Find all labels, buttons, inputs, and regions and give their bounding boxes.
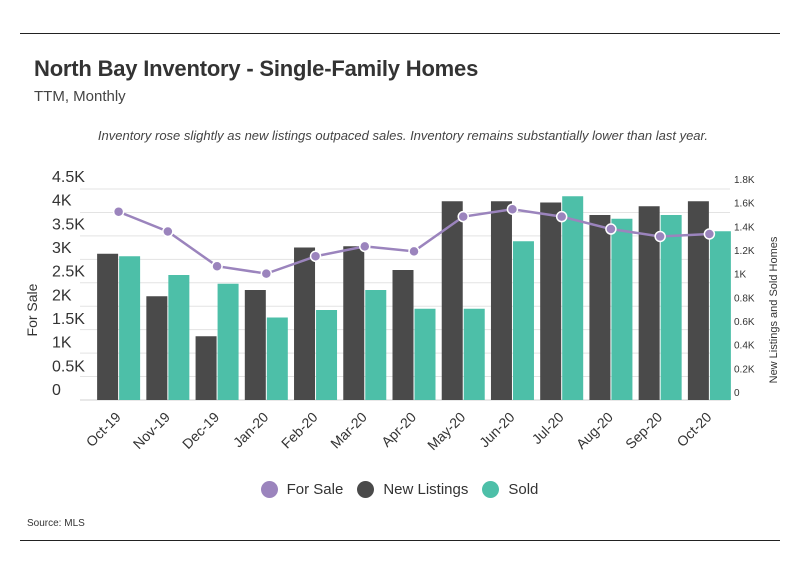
- legend-swatch-sold: [482, 481, 500, 498]
- for-sale-point: [260, 267, 273, 280]
- x-tick-label: Feb-20: [278, 409, 321, 452]
- bar-new-listings: [343, 246, 365, 400]
- left-tick-label: 0: [52, 382, 61, 399]
- bar-new-listings: [244, 290, 266, 400]
- bars: [97, 196, 731, 400]
- legend-item-sold[interactable]: Sold: [482, 481, 538, 498]
- legend-item-new-listings[interactable]: New Listings: [357, 481, 468, 498]
- x-tick-label: May-20: [424, 409, 468, 453]
- right-tick-label: 0: [734, 388, 740, 399]
- for-sale-point: [309, 250, 322, 263]
- source-note: Source: MLS: [27, 518, 85, 529]
- for-sale-point: [112, 205, 125, 218]
- bar-sold: [365, 290, 387, 400]
- bar-new-listings: [589, 215, 611, 400]
- x-tick-label: Jun-20: [476, 409, 518, 451]
- for-sale-point: [359, 240, 371, 253]
- left-axis-title: For Sale: [24, 283, 40, 336]
- bar-new-listings: [540, 202, 562, 400]
- for-sale-point: [162, 225, 174, 238]
- x-tick-label: Oct-19: [83, 409, 124, 450]
- left-tick-label: 2.5K: [52, 264, 85, 281]
- left-tick-label: 3K: [52, 240, 72, 257]
- x-tick-label: Dec-19: [179, 409, 222, 452]
- x-tick-label: Apr-20: [378, 409, 419, 450]
- right-tick-label: 0.6K: [734, 317, 755, 328]
- bar-sold: [463, 308, 485, 400]
- right-tick-label: 1.2K: [734, 246, 755, 257]
- bottom-rule: [20, 540, 780, 541]
- for-sale-point: [555, 210, 568, 223]
- bar-new-listings: [638, 206, 660, 400]
- x-tick-label: Aug-20: [573, 409, 616, 452]
- chart-annotation: Inventory rose slightly as new listings …: [0, 128, 799, 143]
- legend-swatch-new-listings: [357, 481, 375, 498]
- bar-sold: [414, 308, 436, 400]
- bar-sold: [266, 317, 288, 400]
- x-tick-label: Nov-19: [130, 409, 173, 452]
- x-tick-label: Mar-20: [327, 409, 370, 452]
- right-tick-label: 1.8K: [734, 175, 755, 186]
- chart-title: North Bay Inventory - Single-Family Home…: [34, 56, 479, 81]
- bar-new-listings: [294, 247, 316, 400]
- legend-label-sold: Sold: [508, 481, 539, 498]
- chart-subtitle: TTM, Monthly: [34, 88, 126, 105]
- x-tick-label: Jan-20: [230, 409, 272, 451]
- left-tick-label: 3.5K: [52, 216, 85, 233]
- bar-new-listings: [195, 336, 217, 400]
- left-tick-label: 2K: [52, 287, 72, 304]
- bar-sold: [168, 275, 190, 400]
- bar-sold: [316, 310, 338, 400]
- right-tick-label: 0.4K: [734, 341, 755, 352]
- x-tick-label: Jul-20: [529, 409, 567, 447]
- legend-item-for-sale[interactable]: For Sale: [260, 481, 344, 498]
- bar-new-listings: [146, 296, 168, 400]
- bar-sold: [709, 231, 731, 400]
- bar-sold: [217, 283, 239, 400]
- x-tick-label: Oct-20: [673, 409, 714, 450]
- bar-sold: [611, 218, 633, 400]
- right-tick-label: 0.2K: [734, 364, 755, 375]
- top-rule: [20, 33, 780, 34]
- left-tick-label: 0.5K: [52, 358, 85, 375]
- bar-new-listings: [97, 253, 119, 400]
- bar-new-listings: [392, 270, 414, 400]
- for-sale-line: [112, 203, 716, 280]
- left-tick-label: 4K: [52, 193, 72, 210]
- legend-label-new-listings: New Listings: [383, 481, 469, 498]
- for-sale-point: [605, 223, 617, 235]
- for-sale-point: [457, 210, 469, 223]
- right-axis-title: New Listings and Sold Homes: [768, 236, 780, 383]
- bar-new-listings: [687, 201, 709, 400]
- right-tick-label: 1K: [734, 270, 747, 281]
- left-tick-label: 1K: [52, 335, 72, 352]
- bar-sold: [562, 196, 584, 400]
- left-tick-label: 4.5K: [52, 169, 85, 186]
- for-sale-point: [654, 230, 666, 243]
- right-tick-label: 1.4K: [734, 222, 755, 233]
- bar-new-listings: [490, 201, 512, 400]
- for-sale-point: [211, 260, 223, 272]
- left-tick-label: 1.5K: [52, 311, 85, 328]
- for-sale-point: [506, 203, 519, 215]
- right-tick-label: 0.8K: [734, 293, 755, 304]
- x-tick-label: Sep-20: [622, 409, 665, 452]
- bar-new-listings: [441, 201, 463, 400]
- for-sale-point: [703, 228, 716, 240]
- for-sale-point: [408, 245, 420, 258]
- bar-sold: [119, 256, 141, 400]
- bar-sold: [512, 241, 534, 400]
- right-tick-label: 1.6K: [734, 199, 755, 210]
- bar-sold: [660, 215, 682, 400]
- annotation-text: Inventory rose slightly as new listings …: [97, 128, 708, 143]
- legend: For Sale New Listings Sold: [0, 481, 799, 498]
- legend-label-for-sale: For Sale: [286, 481, 344, 498]
- legend-swatch-for-sale: [260, 481, 278, 498]
